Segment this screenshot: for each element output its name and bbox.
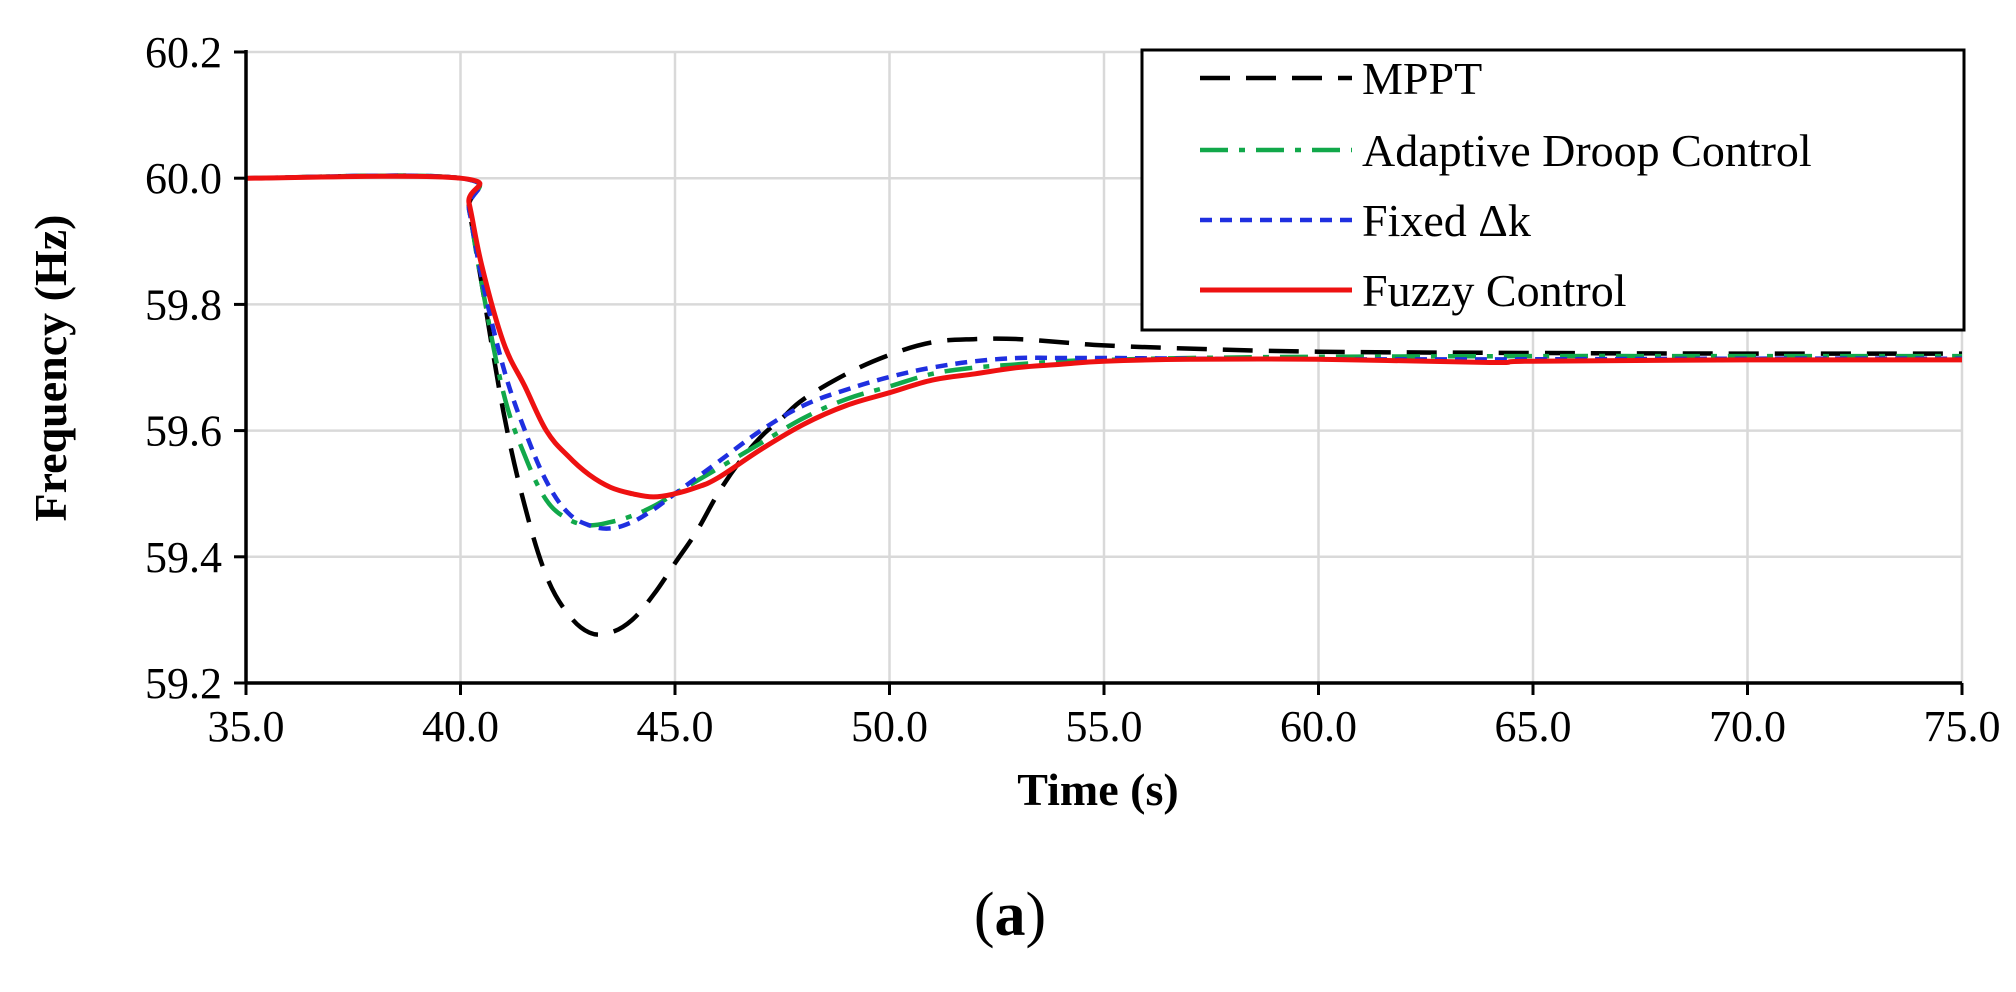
legend-items: MPPT Adaptive Droop Control Fixed Δk Fuzzy … — [1200, 53, 1812, 316]
x-tick-label: 40.0 — [422, 702, 499, 751]
x-tick-label: 45.0 — [637, 702, 714, 751]
x-tick-label: 55.0 — [1066, 702, 1143, 751]
y-tick-label: 60.0 — [145, 154, 222, 203]
tick-marks — [234, 50, 1964, 695]
x-tick-label: 35.0 — [208, 702, 285, 751]
y-tick-label: 59.4 — [145, 533, 222, 582]
y-tick-label: 59.2 — [145, 659, 222, 708]
y-tick-label: 59.6 — [145, 407, 222, 456]
tick-labels: 35.0 40.0 45.0 50.0 55.0 60.0 65.0 70.0 75.0 59.2… — [145, 28, 2001, 751]
panel-label-letter: a — [995, 881, 1026, 949]
legend-label-3: Fixed Δk — [1362, 195, 1531, 246]
panel-label: (a) — [974, 881, 1046, 949]
x-tick-label: 70.0 — [1709, 702, 1786, 751]
x-tick-label: 65.0 — [1495, 702, 1572, 751]
x-tick-label: 50.0 — [851, 702, 928, 751]
series-line-4 — [245, 173, 1963, 500]
series-lines — [245, 173, 1963, 637]
x-axis-title: Time (s) — [1017, 764, 1178, 815]
y-axis-title: Frequency (Hz) — [25, 214, 76, 521]
x-tick-label: 60.0 — [1280, 702, 1357, 751]
legend: MPPT Adaptive Droop Control Fixed Δk Fuzzy … — [1140, 48, 1966, 332]
panel-label-close: ) — [1026, 881, 1047, 949]
legend-label-1: MPPT — [1362, 53, 1482, 104]
legend-label-2: Adaptive Droop Control — [1362, 125, 1812, 176]
series-line-2 — [245, 173, 1962, 528]
y-tick-label: 60.2 — [145, 28, 222, 77]
panel-label-open: ( — [974, 881, 995, 949]
x-tick-label: 75.0 — [1924, 702, 2001, 751]
y-tick-label: 59.8 — [145, 280, 222, 329]
legend-label-4: Fuzzy Control — [1362, 265, 1626, 316]
legend-box — [1140, 48, 1966, 332]
